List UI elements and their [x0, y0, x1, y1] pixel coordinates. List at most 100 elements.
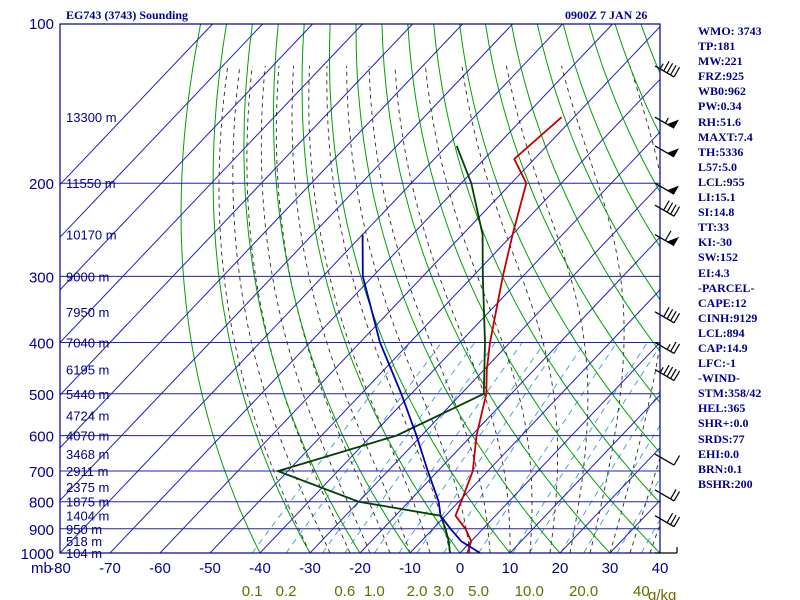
temperature-profile	[454, 116, 563, 553]
height-label: 9000 m	[66, 269, 109, 284]
moist-adiabat	[218, 65, 311, 553]
moist-adiabat	[260, 65, 371, 553]
isotherm-line	[60, 24, 413, 396]
pressure-tick-label: 100	[29, 16, 54, 33]
barb-flag	[673, 343, 681, 354]
mixing-ratio-lines	[251, 342, 660, 553]
barb-flag	[666, 366, 674, 377]
height-label: 3468 m	[66, 447, 109, 462]
isotherm-line	[60, 24, 463, 449]
moist-adiabat	[275, 65, 391, 553]
index-line: LI:15.1	[698, 190, 736, 205]
temperature-tick-label: 30	[602, 560, 619, 577]
barb-flag	[666, 63, 674, 74]
dry-adiabat	[243, 24, 361, 553]
chart-time: 0900Z 7 JAN 26	[565, 8, 648, 22]
mixing-ratio-line	[251, 342, 411, 553]
barb-flag	[663, 306, 670, 318]
index-line: WMO: 3743	[698, 24, 762, 38]
mixing-ratio-label: 1.0	[364, 583, 385, 600]
height-label: 5440 m	[66, 387, 109, 402]
wind-barb	[654, 230, 680, 247]
height-label: 2911 m	[66, 464, 108, 479]
barb-flag	[673, 370, 681, 381]
barb-flag	[666, 202, 674, 213]
isotherm-line	[60, 24, 563, 553]
dry-adiabat	[329, 24, 511, 553]
index-line: CINH:9129	[698, 310, 758, 325]
mixing-ratio-label: 10.0	[515, 583, 544, 600]
barb-pennant	[667, 148, 680, 157]
pressure-tick-label: 900	[29, 522, 54, 539]
index-line: EI:4.3	[698, 265, 730, 280]
height-label: 7040 m	[66, 335, 109, 350]
height-label: 4070 m	[66, 429, 109, 444]
index-line: HEL:365	[698, 401, 746, 416]
isotherm-line	[309, 183, 660, 553]
mixing-ratio-label: 0.1	[242, 583, 263, 600]
barb-flag	[670, 310, 677, 322]
dry-adiabat	[485, 24, 660, 404]
isotherm-line	[60, 24, 363, 344]
dry-adiabat	[212, 24, 311, 553]
height-label: 10170 m	[66, 228, 117, 243]
moist-adiabat	[394, 65, 511, 553]
barb-half-flag	[659, 63, 664, 70]
barb-pennant	[667, 185, 680, 195]
mixing-unit-label: g/kg	[648, 587, 676, 600]
barb-half-flag	[659, 367, 664, 373]
isotherm-line	[159, 25, 660, 553]
height-label: 518 m	[66, 534, 102, 549]
height-label: 6195 m	[66, 363, 109, 378]
height-label: 104 m	[66, 546, 102, 561]
index-line: KI:-30	[698, 235, 732, 250]
height-label: 13300 m	[66, 110, 117, 125]
temperature-tick-label: -70	[99, 560, 121, 577]
index-line: -PARCEL-	[698, 280, 755, 295]
moist-adiabat	[609, 65, 660, 553]
isotherm-line	[559, 447, 660, 553]
index-line: WB0:962	[698, 84, 746, 99]
wind-barb	[654, 364, 681, 382]
wind-barb	[654, 145, 680, 158]
index-line: MW:221	[698, 54, 743, 69]
wind-barb	[654, 341, 681, 355]
wind-barb	[654, 61, 681, 78]
barb-flag	[663, 200, 670, 211]
dry-adiabat	[355, 24, 561, 553]
moist-adiabat	[291, 65, 411, 553]
moist-adiabat	[561, 65, 625, 553]
dry-adiabat	[301, 24, 461, 553]
isobar-isotherm-grid	[60, 24, 660, 553]
pressure-tick-label: 200	[29, 176, 54, 193]
dry-adiabat	[407, 24, 660, 553]
temperature-tick-label: -50	[199, 560, 221, 577]
isotherm-line	[60, 24, 513, 502]
dry-adiabat	[459, 24, 660, 454]
index-line: SI:14.8	[698, 205, 735, 220]
pressure-tick-label: 1000	[21, 546, 54, 563]
index-line: LCL:955	[698, 174, 745, 189]
height-label: 1875 m	[66, 495, 109, 510]
mb-unit-label: mb	[31, 560, 52, 577]
isotherm-line	[60, 24, 213, 186]
barb-staff	[654, 204, 675, 217]
dry-adiabat	[381, 24, 611, 553]
wind-barb	[654, 453, 681, 466]
wind-barb	[654, 489, 681, 502]
index-line: EHI:0.0	[698, 446, 740, 461]
index-line: BRN:0.1	[698, 461, 743, 476]
isotherm-line	[259, 131, 660, 553]
pressure-tick-label: 800	[29, 495, 54, 512]
height-label: 2375 m	[66, 480, 109, 495]
index-line: LCL:894	[698, 325, 745, 340]
index-line: TP:181	[698, 39, 736, 54]
isotherm-line	[60, 24, 313, 291]
pressure-tick-label: 600	[29, 429, 54, 446]
indices-panel: WMO: 3743 TP:181 MW:221 FRZ:925 WB0:962 PW:0.…	[698, 24, 798, 492]
pressure-tick-label: 400	[29, 335, 54, 352]
index-line: FRZ:925	[698, 69, 744, 84]
wind-barb	[654, 116, 680, 129]
moist-adiabats	[218, 65, 660, 553]
